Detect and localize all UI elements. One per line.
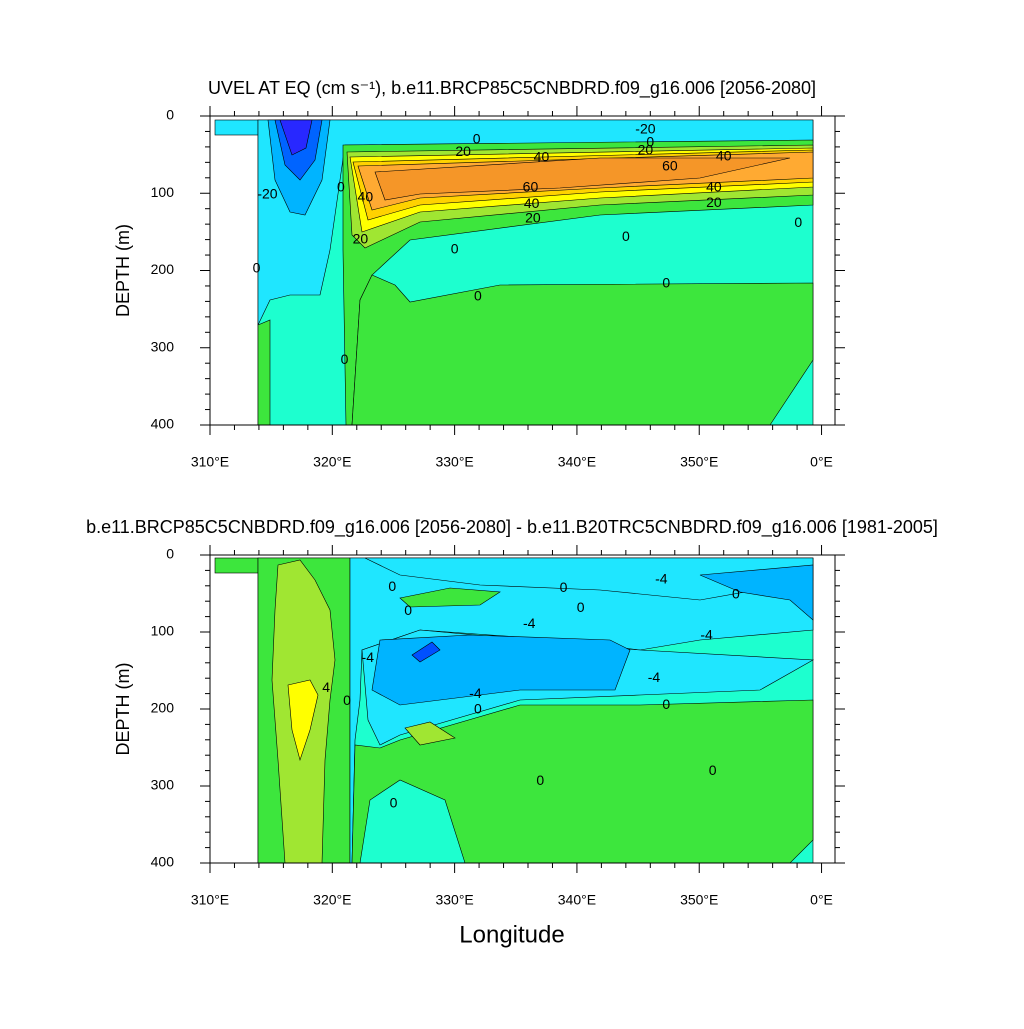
chart-title: b.e11.BRCP85C5CNBDRD.f09_g16.006 [2056-2… bbox=[86, 517, 938, 538]
contour-fill-bottom bbox=[214, 557, 815, 864]
contour-label: 0 bbox=[646, 134, 654, 150]
y-tick-label: 100 bbox=[151, 184, 175, 200]
x-tick-label: 340°E bbox=[558, 454, 596, 470]
contour-label: -4 bbox=[362, 649, 375, 665]
fill bbox=[351, 699, 814, 864]
contour-label: 40 bbox=[716, 148, 732, 164]
x-tick-label: 320°E bbox=[313, 892, 351, 908]
y-tick-label: 200 bbox=[151, 261, 175, 277]
y-tick-label: 100 bbox=[151, 623, 175, 639]
y-tick-label: 0 bbox=[166, 107, 174, 123]
contour-label: 60 bbox=[523, 179, 539, 195]
x-tick-label: 330°E bbox=[435, 454, 473, 470]
contour-label: 0 bbox=[337, 179, 345, 195]
contour-label: -4 bbox=[469, 685, 482, 701]
contour-label: 0 bbox=[474, 287, 482, 303]
contour-label: 20 bbox=[353, 230, 369, 246]
y-axis-label: DEPTH (m) bbox=[113, 663, 133, 756]
y-tick-label: 300 bbox=[151, 338, 175, 354]
contour-label: 0 bbox=[253, 260, 261, 276]
fill bbox=[214, 557, 259, 574]
x-tick-label: 310°E bbox=[191, 892, 229, 908]
fill bbox=[399, 587, 501, 608]
contour-label: 0 bbox=[474, 700, 482, 716]
contour-label: 0 bbox=[732, 586, 740, 602]
contour-label: 0 bbox=[473, 131, 481, 147]
fill bbox=[214, 119, 259, 136]
fill bbox=[374, 157, 791, 201]
contour-label: 0 bbox=[560, 579, 568, 595]
x-tick-label: 0°E bbox=[810, 892, 833, 908]
contour-fill-top bbox=[214, 119, 814, 426]
contour-label: 0 bbox=[577, 599, 585, 615]
y-tick-label: 400 bbox=[151, 416, 175, 432]
fill bbox=[287, 679, 319, 762]
contour-label: 20 bbox=[525, 209, 541, 225]
contour-label: 20 bbox=[455, 143, 471, 159]
fill bbox=[257, 319, 271, 426]
contour-label: 0 bbox=[662, 274, 670, 290]
contour-label: 0 bbox=[390, 794, 398, 810]
contour-label: 0 bbox=[709, 762, 717, 778]
contour-label: 40 bbox=[534, 148, 550, 164]
x-tick-label: 350°E bbox=[680, 454, 718, 470]
contour-label: 20 bbox=[638, 141, 654, 157]
contour-label: -4 bbox=[523, 615, 536, 631]
contour-label: -4 bbox=[655, 570, 668, 586]
x-tick-label: 310°E bbox=[191, 454, 229, 470]
contour-label: 40 bbox=[524, 195, 540, 211]
y-axis-label: DEPTH (m) bbox=[113, 224, 133, 317]
contour-label: 0 bbox=[662, 696, 670, 712]
contour-label: -20 bbox=[635, 121, 655, 137]
contour-label: 0 bbox=[404, 602, 412, 618]
y-tick-label: 0 bbox=[166, 546, 174, 562]
contour-label: -4 bbox=[648, 669, 661, 685]
fill bbox=[279, 119, 313, 156]
x-axis-label: Longitude bbox=[459, 921, 564, 948]
contour-label: 0 bbox=[343, 692, 351, 708]
contour-label: 0 bbox=[388, 578, 396, 594]
fill bbox=[404, 721, 456, 746]
contour-label: 4 bbox=[322, 679, 330, 695]
chart-title: UVEL AT EQ (cm s⁻¹), b.e11.BRCP85C5CNBDR… bbox=[208, 78, 816, 99]
contour-label: 40 bbox=[358, 189, 374, 205]
contour-label: 0 bbox=[451, 240, 459, 256]
contour-label: 60 bbox=[662, 158, 678, 174]
x-tick-label: 320°E bbox=[313, 454, 351, 470]
y-tick-label: 400 bbox=[151, 854, 175, 870]
contour-label: -4 bbox=[700, 627, 713, 643]
fill bbox=[699, 564, 814, 621]
contour-label: 0 bbox=[622, 228, 630, 244]
y-tick-label: 200 bbox=[151, 700, 175, 716]
x-tick-label: 350°E bbox=[680, 892, 718, 908]
x-tick-label: 330°E bbox=[435, 892, 473, 908]
fill bbox=[411, 641, 441, 663]
x-tick-label: 340°E bbox=[558, 892, 596, 908]
contour-label: -20 bbox=[257, 185, 277, 201]
fill bbox=[371, 634, 631, 706]
contour-label: 40 bbox=[706, 179, 722, 195]
contour-label: 0 bbox=[341, 351, 349, 367]
x-tick-label: 0°E bbox=[810, 454, 833, 470]
contour-label: 0 bbox=[536, 772, 544, 788]
contour-label: 20 bbox=[706, 194, 722, 210]
fill bbox=[364, 557, 814, 601]
contour-label: 0 bbox=[794, 214, 802, 230]
y-tick-label: 300 bbox=[151, 777, 175, 793]
